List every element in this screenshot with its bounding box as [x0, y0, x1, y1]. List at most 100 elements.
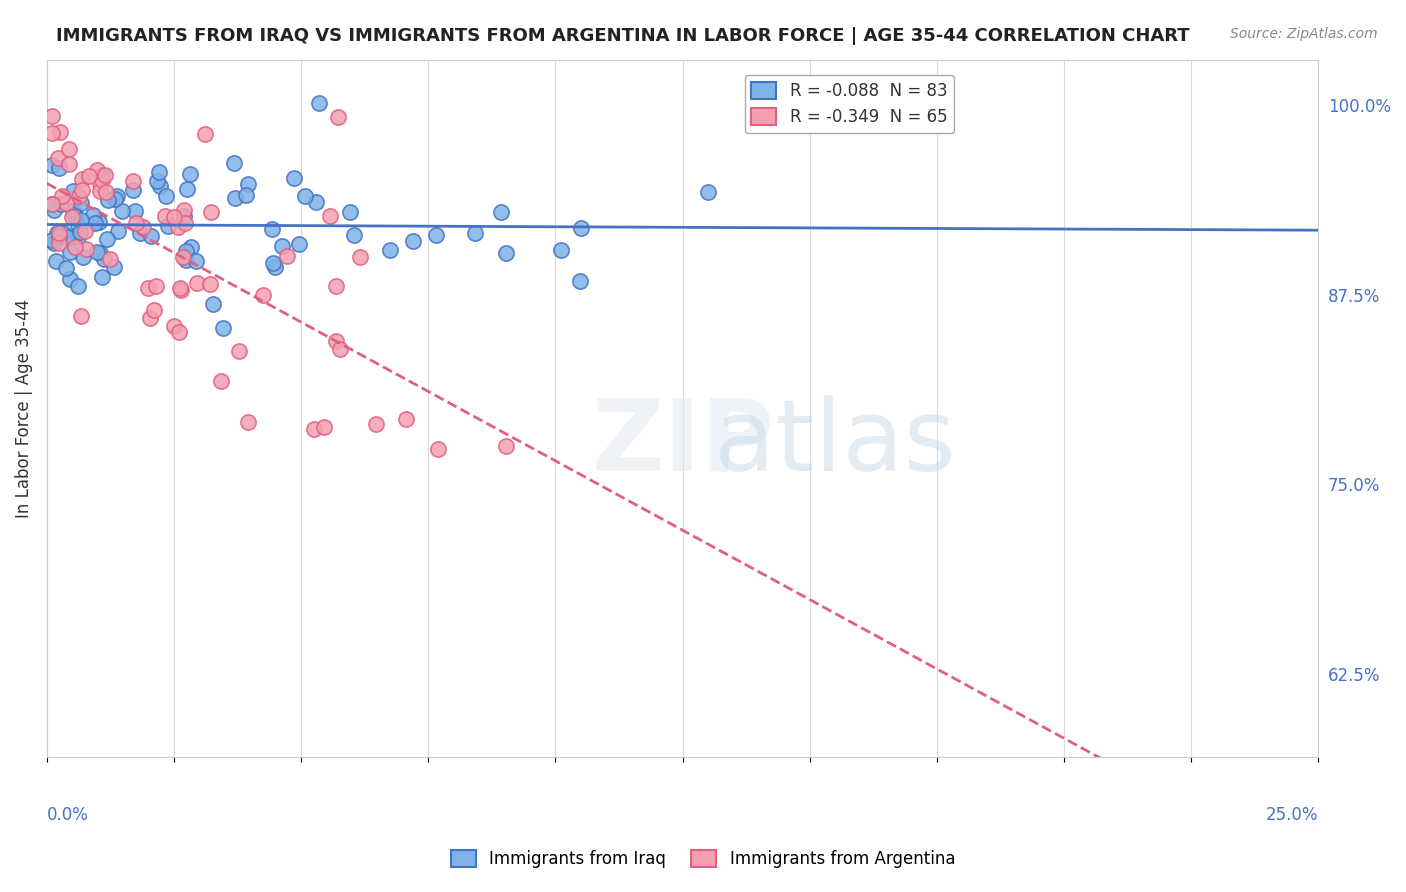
Text: 25.0%: 25.0% [1265, 806, 1319, 824]
Iraq [141, 229, 163, 244]
Iraq [211, 321, 233, 335]
Argentina [60, 210, 83, 224]
Argentina [200, 205, 222, 219]
Argentina [125, 215, 148, 229]
Iraq [124, 204, 146, 219]
Text: 0.0%: 0.0% [46, 806, 89, 824]
Argentina [72, 183, 94, 197]
Argentina [58, 142, 80, 156]
Iraq [91, 270, 114, 285]
Argentina [302, 422, 325, 436]
Iraq [96, 232, 118, 246]
Argentina [77, 169, 100, 183]
Iraq [59, 245, 82, 260]
Iraq [111, 204, 134, 219]
Argentina [163, 318, 186, 333]
Iraq [550, 243, 572, 257]
Iraq [464, 226, 486, 240]
Iraq [55, 261, 77, 276]
Iraq [49, 196, 72, 211]
Argentina [394, 412, 416, 426]
Argentina [172, 251, 194, 265]
Iraq [97, 193, 120, 207]
Argentina [155, 210, 177, 224]
Iraq [339, 205, 361, 219]
Argentina [41, 126, 63, 140]
Iraq [69, 225, 91, 239]
Argentina [46, 151, 69, 165]
Legend: Immigrants from Iraq, Immigrants from Argentina: Immigrants from Iraq, Immigrants from Ar… [444, 843, 962, 875]
Argentina [174, 216, 197, 230]
Iraq [70, 196, 93, 211]
Iraq [66, 230, 89, 244]
Iraq [380, 243, 402, 257]
Iraq [62, 203, 84, 218]
Argentina [163, 211, 186, 225]
Iraq [149, 178, 172, 193]
Iraq [91, 168, 114, 182]
Iraq [66, 218, 89, 232]
Iraq [697, 186, 720, 200]
Iraq [48, 161, 70, 176]
Argentina [100, 252, 122, 266]
Argentina [364, 417, 387, 432]
Iraq [72, 251, 94, 265]
Iraq [495, 246, 517, 260]
Argentina [89, 184, 111, 198]
Iraq [45, 254, 67, 268]
Text: atlas: atlas [714, 395, 956, 491]
Iraq [174, 244, 197, 259]
Argentina [48, 236, 70, 251]
Iraq [489, 205, 512, 219]
Iraq [148, 165, 170, 179]
Text: Source: ZipAtlas.com: Source: ZipAtlas.com [1230, 27, 1378, 41]
Iraq [107, 224, 129, 238]
Argentina [90, 173, 112, 187]
Argentina [132, 220, 155, 235]
Argentina [63, 239, 86, 253]
Argentina [329, 342, 352, 356]
Iraq [52, 226, 75, 240]
Iraq [93, 252, 115, 266]
Iraq [260, 222, 283, 236]
Argentina [41, 197, 63, 211]
Argentina [186, 277, 208, 291]
Text: IMMIGRANTS FROM IRAQ VS IMMIGRANTS FROM ARGENTINA IN LABOR FORCE | AGE 35-44 COR: IMMIGRANTS FROM IRAQ VS IMMIGRANTS FROM … [56, 27, 1189, 45]
Argentina [55, 196, 77, 211]
Legend: R = -0.088  N = 83, R = -0.349  N = 65: R = -0.088 N = 83, R = -0.349 N = 65 [745, 75, 953, 133]
Iraq [55, 230, 77, 244]
Argentina [427, 442, 450, 456]
Argentina [49, 125, 72, 139]
Iraq [176, 182, 198, 196]
Iraq [174, 253, 197, 268]
Argentina [70, 172, 93, 186]
Argentina [51, 188, 73, 202]
Iraq [82, 208, 104, 222]
Iraq [65, 209, 87, 223]
Iraq [425, 228, 447, 243]
Argentina [48, 226, 70, 240]
Argentina [173, 202, 195, 217]
Iraq [180, 240, 202, 254]
Iraq [41, 197, 63, 211]
Iraq [104, 192, 127, 206]
Iraq [224, 191, 246, 205]
Argentina [169, 281, 191, 295]
Argentina [58, 157, 80, 171]
Argentina [139, 310, 162, 325]
Argentina [252, 287, 274, 301]
Iraq [89, 246, 111, 260]
Iraq [103, 260, 125, 275]
Iraq [69, 212, 91, 227]
Iraq [67, 278, 90, 293]
Iraq [343, 228, 366, 243]
Argentina [326, 110, 349, 124]
Y-axis label: In Labor Force | Age 35-44: In Labor Force | Age 35-44 [15, 299, 32, 518]
Iraq [44, 202, 66, 217]
Iraq [156, 219, 179, 234]
Argentina [122, 173, 145, 187]
Iraq [41, 233, 63, 247]
Argentina [86, 162, 108, 177]
Iraq [122, 183, 145, 197]
Argentina [325, 334, 347, 348]
